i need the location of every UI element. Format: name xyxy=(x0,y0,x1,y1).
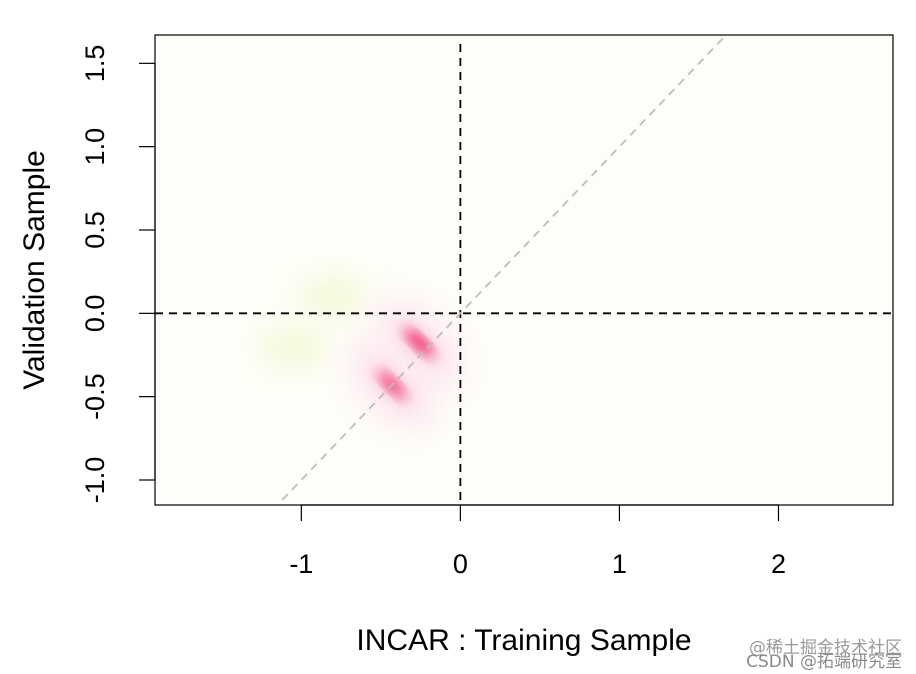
y-tick-label: 0.0 xyxy=(80,295,110,333)
y-tick-label: 0.5 xyxy=(80,211,110,249)
y-axis-title: Validation Sample xyxy=(18,150,51,390)
faint-region-1 xyxy=(299,276,368,317)
diagonal-reference-line xyxy=(281,36,726,501)
x-tick-label: -1 xyxy=(289,549,313,579)
x-tick-label: 0 xyxy=(453,549,468,579)
watermark-juejin: @稀土掘金技术社区 xyxy=(749,638,902,658)
plot-background xyxy=(155,35,893,505)
y-tick-label: -0.5 xyxy=(80,373,110,420)
y-tick-label: 1.0 xyxy=(80,128,110,166)
x-axis: -1 0 1 2 xyxy=(289,504,786,579)
x-axis-title: INCAR : Training Sample xyxy=(356,624,691,657)
faint-region-2 xyxy=(259,326,328,367)
y-tick-label: -1.0 xyxy=(80,457,110,504)
watermark-csdn: CSDN @拓端研究室 xyxy=(746,652,902,672)
y-tick-label: 1.5 xyxy=(80,45,110,83)
y-axis: -1.0 -0.5 0.0 0.5 1.0 1.5 xyxy=(80,45,156,504)
x-tick-label: 1 xyxy=(612,549,627,579)
reference-lines xyxy=(155,36,893,505)
x-tick-label: 2 xyxy=(771,549,786,579)
density-layer xyxy=(259,276,465,430)
